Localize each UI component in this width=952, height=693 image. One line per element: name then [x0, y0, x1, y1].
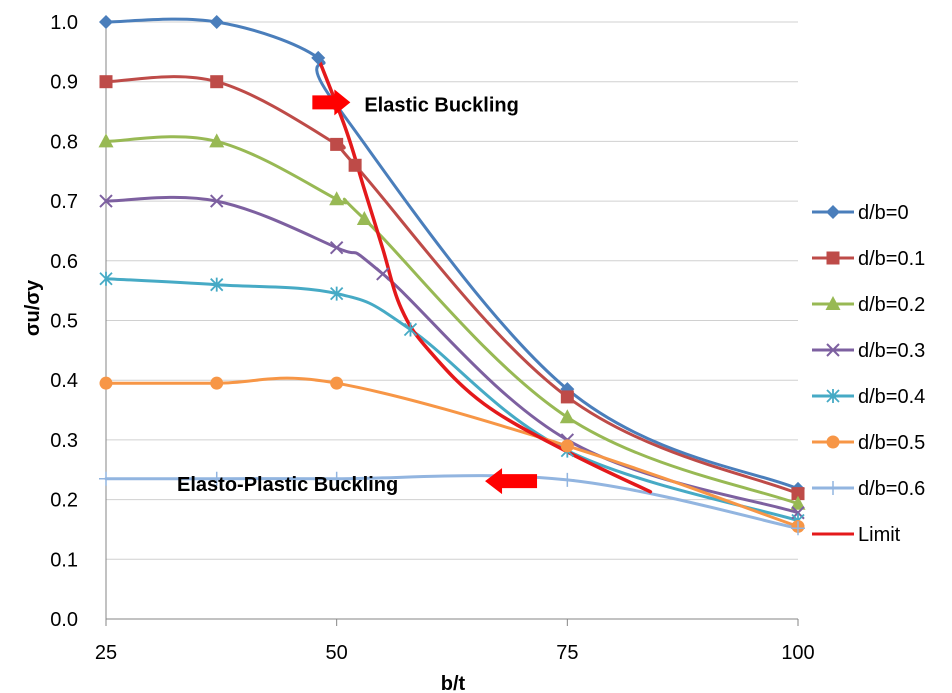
data-point-d-b-0-6 [209, 471, 224, 486]
data-point-d-b-0-4 [403, 322, 418, 337]
x-tick-label: 50 [326, 642, 348, 664]
legend-entry-limit: Limit [812, 524, 901, 546]
annotations: Elastic Buckling Elasto-Plastic Buckling [177, 89, 538, 496]
x-tick-label: 75 [556, 642, 578, 664]
y-tick-label: 0.0 [50, 609, 78, 631]
x-tick-label: 100 [781, 642, 814, 664]
data-point-d-b-0-6 [791, 521, 805, 536]
data-point-d-b-0-1 [348, 158, 362, 172]
data-point-d-b-0-1 [210, 75, 224, 89]
data-point-d-b-0-2 [329, 191, 345, 206]
legend-entry-d-b-0-1: d/b=0.1 [812, 248, 925, 270]
legend-label: d/b=0.1 [858, 248, 925, 270]
legend-label: d/b=0.5 [858, 432, 925, 454]
annotation-elastic-buckling: Elastic Buckling [364, 94, 519, 116]
data-point-d-b-0-2 [356, 211, 372, 226]
data-point-d-b-0 [209, 15, 224, 29]
legend-label: d/b=0.3 [858, 340, 925, 362]
y-tick-label: 0.5 [50, 311, 78, 333]
legend-marker [825, 296, 841, 310]
series-line-limit [316, 56, 653, 494]
y-tick-label: 0.3 [50, 430, 78, 452]
elasto-plastic-arrow [485, 468, 538, 495]
legend-entry-d-b-0: d/b=0 [812, 202, 909, 224]
y-tick-label: 0.2 [50, 490, 78, 512]
data-point-d-b-0-3 [210, 194, 224, 208]
legend-entry-d-b-0-5: d/b=0.5 [812, 432, 925, 454]
data-point-d-b-0-3 [376, 267, 390, 281]
legend-label: Limit [858, 524, 901, 546]
data-point-d-b-0 [311, 50, 326, 65]
data-point-d-b-0-5 [210, 376, 224, 390]
y-axis-title: σu/σy [22, 279, 44, 336]
legend: d/b=0 d/b=0.1 d/b=0.2 d/b=0.3 d/b=0.4 d/b=0.5… [812, 202, 925, 546]
x-tick-label: 25 [95, 642, 117, 664]
legend-label: d/b=0.2 [858, 294, 925, 316]
axes: 0.0 0.1 0.2 0.3 0.4 0.5 0.6 0.7 0.8 0.9 1.0 25 50 75 1… [50, 12, 815, 664]
series-line-d-b-0-6 [104, 474, 800, 530]
legend-label: d/b=0 [858, 202, 909, 224]
elastic-buckling-arrow [312, 89, 351, 116]
legend-entry-d-b-0-2: d/b=0.2 [812, 294, 925, 316]
y-tick-label: 0.6 [50, 251, 78, 273]
legend-marker [826, 205, 840, 219]
y-tick-label: 0.7 [50, 191, 78, 213]
y-tick-label: 0.9 [50, 72, 78, 94]
legend-marker [826, 251, 840, 265]
y-tick-label: 0.4 [50, 370, 78, 392]
data-point-d-b-0-4 [99, 271, 113, 286]
series-markers [98, 15, 806, 536]
legend-marker [826, 481, 840, 495]
data-point-d-b-0-4 [210, 277, 224, 292]
legend-marker [826, 389, 840, 403]
data-point-d-b-0-1 [99, 75, 113, 89]
annotation-elasto-plastic-buckling: Elasto-Plastic Buckling [177, 474, 398, 496]
legend-marker [826, 435, 840, 449]
data-point-d-b-0-6 [329, 471, 344, 486]
data-point-d-b-0-6 [560, 472, 575, 487]
legend-entry-d-b-0-3: d/b=0.3 [812, 340, 925, 362]
data-point-d-b-0-6 [99, 471, 113, 486]
legend-marker [826, 343, 840, 357]
data-point-d-b-0-2 [98, 133, 114, 148]
data-point-d-b-0-1 [330, 137, 344, 151]
data-point-d-b-0-5 [99, 376, 113, 390]
y-tick-label: 1.0 [50, 12, 78, 34]
y-tick-label: 0.8 [50, 131, 78, 153]
data-point-d-b-0-1 [560, 390, 574, 404]
data-point-d-b-0-2 [790, 495, 806, 510]
data-point-d-b-0 [99, 15, 113, 29]
legend-label: d/b=0.4 [858, 386, 925, 408]
data-point-d-b-0-5 [330, 376, 344, 390]
data-point-d-b-0-2 [559, 409, 575, 424]
legend-label: d/b=0.6 [858, 478, 925, 500]
x-axis-title: b/t [441, 673, 466, 693]
data-point-d-b-0-1 [791, 487, 805, 501]
data-point-d-b-0-5 [560, 439, 574, 453]
data-point-d-b-0-4 [330, 286, 344, 301]
legend-entry-d-b-0-6: d/b=0.6 [812, 478, 925, 500]
series-line-d-b-0-5 [104, 376, 800, 528]
data-point-d-b-0-2 [209, 133, 225, 148]
data-point-d-b-0-3 [329, 240, 344, 255]
series-line-d-b-0-3 [104, 195, 800, 515]
y-tick-label: 0.1 [50, 549, 78, 571]
legend-entry-d-b-0-4: d/b=0.4 [812, 386, 925, 408]
data-point-d-b-0-3 [99, 194, 113, 208]
series-line-d-b-0 [104, 17, 800, 491]
